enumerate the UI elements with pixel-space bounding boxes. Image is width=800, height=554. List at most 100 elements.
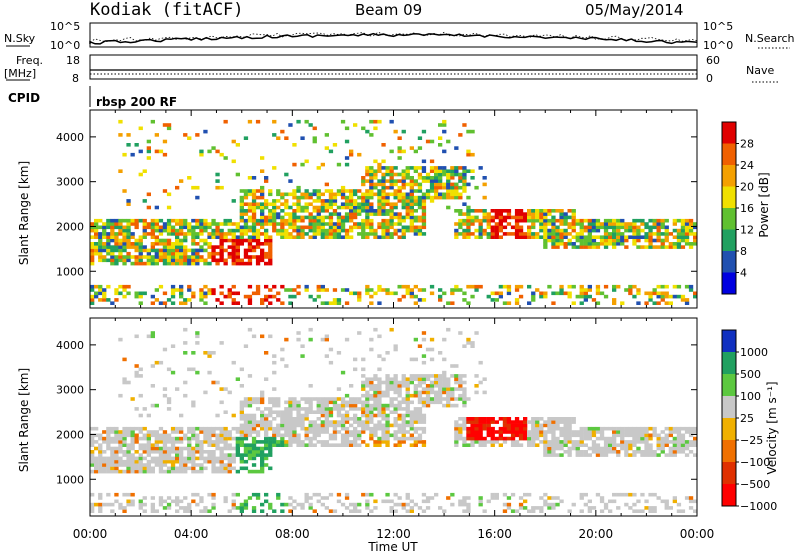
data-cell — [478, 417, 483, 421]
power-colorbar-segment — [722, 251, 736, 273]
data-cell — [324, 443, 329, 447]
data-cell — [567, 291, 572, 296]
data-cell — [292, 189, 297, 193]
data-cell — [397, 185, 402, 190]
data-cell — [191, 248, 196, 253]
data-cell — [320, 202, 325, 206]
data-cell — [179, 238, 184, 243]
data-cell — [401, 397, 406, 401]
data-cell — [235, 506, 240, 510]
data-cell — [636, 228, 641, 233]
data-cell — [567, 433, 572, 438]
data-cell — [551, 506, 556, 510]
data-cell — [680, 294, 686, 299]
data-cell — [142, 502, 147, 507]
data-cell — [470, 344, 475, 348]
data-cell — [122, 228, 127, 233]
data-cell — [421, 205, 427, 210]
data-cell — [632, 232, 637, 236]
data-cell — [393, 205, 398, 210]
data-cell — [215, 225, 220, 230]
data-cell — [684, 235, 690, 239]
data-cell — [377, 189, 382, 193]
data-cell — [648, 294, 653, 299]
data-cell — [175, 232, 180, 236]
data-cell — [349, 400, 354, 405]
data-cell — [300, 162, 305, 167]
data-cell — [506, 212, 512, 216]
data-cell — [195, 436, 200, 441]
data-cell — [591, 242, 597, 246]
data-cell — [215, 222, 220, 226]
data-cell — [688, 228, 694, 233]
data-cell — [239, 443, 244, 447]
data-cell — [425, 374, 431, 378]
data-cell — [381, 185, 386, 190]
data-cell — [425, 499, 431, 504]
data-cell — [591, 433, 597, 438]
data-cell — [425, 179, 431, 183]
data-cell — [247, 284, 253, 289]
data-cell — [231, 360, 236, 365]
data-cell — [292, 440, 297, 444]
data-cell — [268, 202, 273, 206]
data-cell — [332, 400, 338, 405]
data-cell — [377, 284, 382, 289]
data-cell — [628, 288, 633, 292]
data-cell — [247, 255, 253, 259]
data-cell — [365, 232, 370, 236]
data-cell — [312, 189, 317, 193]
data-cell — [547, 417, 552, 421]
data-cell — [304, 443, 309, 447]
data-cell — [150, 433, 155, 438]
data-cell — [264, 202, 269, 206]
data-cell — [260, 212, 265, 216]
data-cell — [219, 245, 224, 249]
data-cell — [656, 433, 661, 438]
data-cell — [344, 433, 350, 438]
data-cell — [264, 413, 269, 418]
data-cell — [106, 251, 111, 256]
data-cell — [466, 433, 471, 438]
data-cell — [170, 430, 176, 434]
data-cell — [620, 426, 625, 431]
data-cell — [620, 238, 625, 243]
data-cell — [332, 423, 338, 428]
data-cell — [543, 228, 548, 233]
data-cell — [413, 430, 418, 434]
data-cell — [539, 440, 544, 444]
data-cell — [264, 351, 269, 355]
data-cell — [567, 440, 572, 444]
data-cell — [466, 430, 471, 434]
data-cell — [397, 179, 402, 183]
data-cell — [640, 436, 645, 441]
data-cell — [381, 179, 386, 183]
data-cell — [377, 436, 382, 441]
data-cell — [264, 261, 269, 266]
data-cell — [486, 235, 491, 239]
data-cell — [110, 469, 115, 474]
data-cell — [688, 242, 694, 246]
data-cell — [296, 436, 301, 441]
data-cell — [353, 209, 358, 213]
data-cell — [187, 443, 192, 447]
data-cell — [126, 502, 131, 507]
data-cell — [175, 426, 180, 431]
data-cell — [365, 443, 370, 447]
data-cell — [340, 228, 346, 233]
data-cell — [571, 225, 576, 230]
data-cell — [134, 466, 139, 471]
data-cell — [126, 258, 131, 263]
data-cell — [336, 301, 342, 305]
data-cell — [377, 377, 382, 381]
data-cell — [405, 291, 410, 296]
data-cell — [195, 334, 200, 339]
data-cell — [231, 436, 236, 441]
data-cell — [349, 509, 354, 513]
data-cell — [381, 433, 386, 438]
data-cell — [187, 176, 192, 180]
data-cell — [494, 215, 499, 220]
data-cell — [300, 209, 305, 213]
data-cell — [284, 337, 289, 342]
data-cell — [563, 420, 568, 424]
